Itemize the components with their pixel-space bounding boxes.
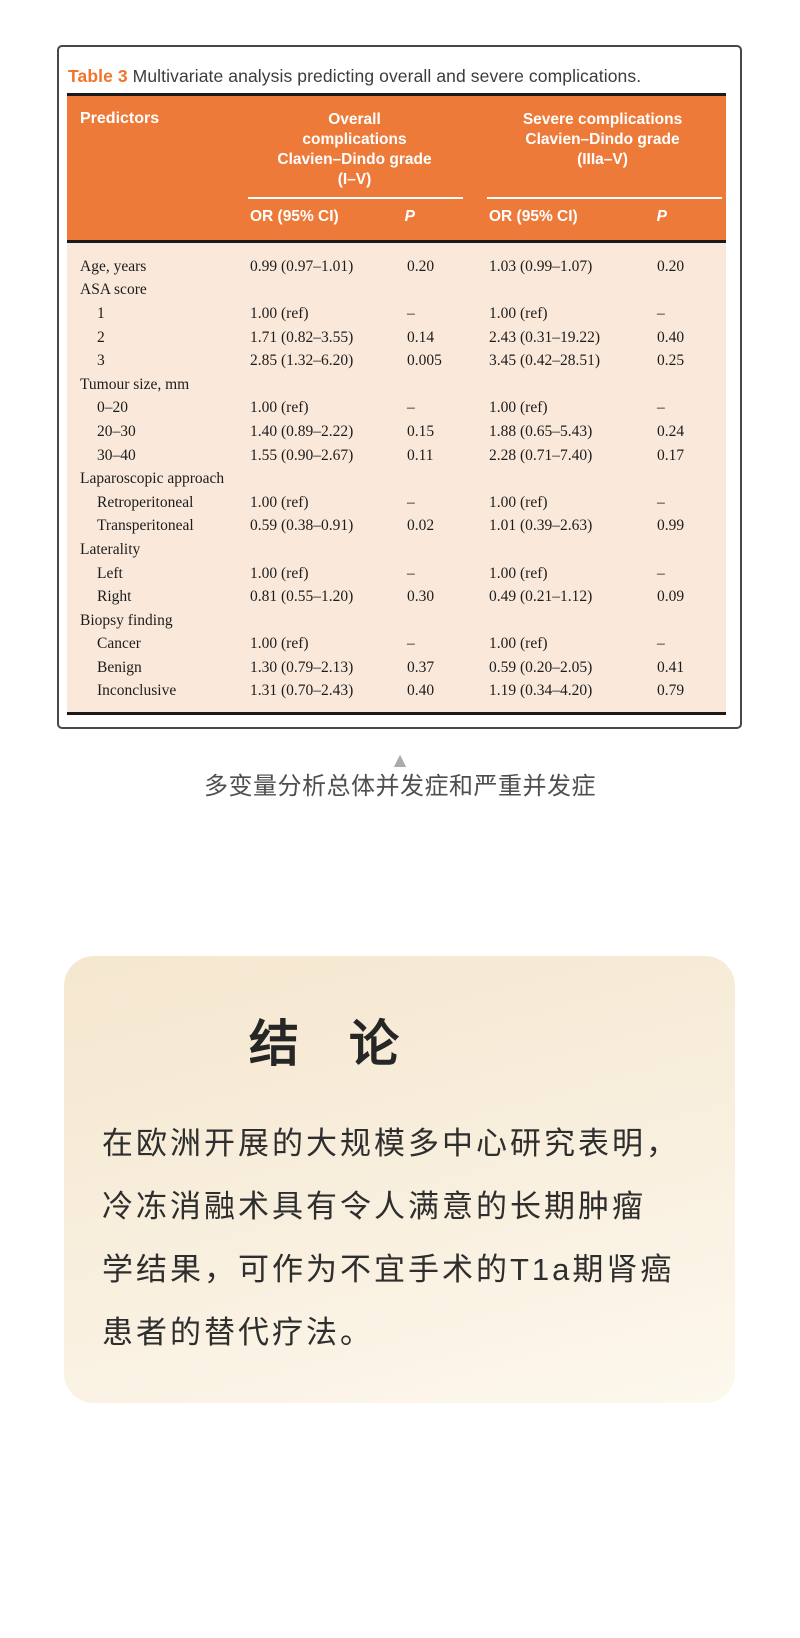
table-row: Transperitoneal 0.59 (0.38–0.91) 0.02 1.… xyxy=(97,517,685,535)
table-row: Age, years 0.99 (0.97–1.01) 0.20 1.03 (0… xyxy=(80,257,685,275)
table-row: Tumour size, mm xyxy=(80,375,190,393)
group-title-line: (I–V) xyxy=(337,171,372,188)
table-row: Biopsy finding xyxy=(80,611,173,629)
table-body: Age, years 0.99 (0.97–1.01) 0.20 1.03 (0… xyxy=(67,243,726,713)
group-title-line: Clavien–Dindo grade xyxy=(525,131,680,148)
table-caption: Table 3 Multivariate analysis predicting… xyxy=(68,66,726,87)
table-row: Inconclusive 1.31 (0.70–2.43) 0.40 1.19 … xyxy=(97,682,685,700)
group-title-overall: Overall complications Clavien–Dindo grad… xyxy=(242,110,467,197)
group-title-line: Overall xyxy=(328,111,381,128)
table-row: 3 2.85 (1.32–6.20) 0.005 3.45 (0.42–28.5… xyxy=(97,352,685,370)
table-row: Retroperitoneal 1.00 (ref) – 1.00 (ref) … xyxy=(97,493,665,511)
table-top-rule xyxy=(67,93,726,96)
table-row: 2 1.71 (0.82–3.55) 0.14 2.43 (0.31–19.22… xyxy=(97,328,685,346)
subheader-or-severe: OR (95% CI) xyxy=(489,208,578,225)
table-row: Cancer 1.00 (ref) – 1.00 (ref) – xyxy=(97,635,665,653)
group-title-severe: Severe complications Clavien–Dindo grade… xyxy=(480,110,725,197)
subheader-p-severe: P xyxy=(656,208,667,225)
column-group-severe-complications: Severe complications Clavien–Dindo grade… xyxy=(480,110,725,240)
column-group-overall-complications: Overall complications Clavien–Dindo grad… xyxy=(242,110,467,240)
table-header: Predictors Overall complications Clavien… xyxy=(67,96,726,240)
group-underline xyxy=(487,197,722,199)
subheader-p-overall: P xyxy=(404,208,415,225)
table-caption-text: Multivariate analysis predicting overall… xyxy=(127,66,642,86)
table-row: ASA score xyxy=(80,281,147,299)
group-title-line: Clavien–Dindo grade xyxy=(277,151,432,168)
table-row: 20–30 1.40 (0.89–2.22) 0.15 1.88 (0.65–5… xyxy=(97,422,685,440)
group-underline xyxy=(248,197,463,199)
table-bottom-rule xyxy=(67,712,726,716)
group-title-line: complications xyxy=(302,131,407,148)
table-row: Laterality xyxy=(80,540,141,558)
conclusion-body: 在欧洲开展的大规模多中心研究表明， 冷冻消融术具有令人满意的长期肿瘤 学结果，可… xyxy=(64,1112,735,1364)
data-table: Predictors Overall complications Clavien… xyxy=(67,93,726,716)
table-row: 30–40 1.55 (0.90–2.67) 0.11 2.28 (0.71–7… xyxy=(97,446,685,464)
subheader-overall: OR (95% CI) P xyxy=(242,199,467,227)
column-header-predictors: Predictors xyxy=(80,110,160,127)
conclusion-line: 冷冻消融术具有令人满意的长期肿瘤 xyxy=(102,1189,646,1224)
conclusion-card: 结 论 在欧洲开展的大规模多中心研究表明， 冷冻消融术具有令人满意的长期肿瘤 学… xyxy=(64,956,735,1403)
table-caption-label: Table 3 xyxy=(68,66,128,86)
conclusion-line: 在欧洲开展的大规模多中心研究表明， xyxy=(102,1126,680,1161)
table-row: Laparoscopic approach xyxy=(80,470,225,488)
conclusion-title: 结 论 xyxy=(249,1016,399,1072)
figure-caption-chinese: 多变量分析总体并发症和严重并发症 xyxy=(204,773,596,800)
conclusion-line: 学结果，可作为不宜手术的T1a期肾癌 xyxy=(102,1252,675,1287)
table-row: Right 0.81 (0.55–1.20) 0.30 0.49 (0.21–1… xyxy=(97,588,685,606)
conclusion-line: 患者的替代疗法。 xyxy=(102,1315,374,1350)
table-row: Benign 1.30 (0.79–2.13) 0.37 0.59 (0.20–… xyxy=(97,658,685,676)
table-header-bottom-rule xyxy=(67,240,726,243)
group-title-line: (IIIa–V) xyxy=(577,151,628,168)
subheader-severe: OR (95% CI) P xyxy=(480,199,725,227)
table-row: 1 1.00 (ref) – 1.00 (ref) – xyxy=(97,304,665,322)
group-title-line: Severe complications xyxy=(522,111,683,128)
table-figure: Table 3 Multivariate analysis predicting… xyxy=(57,45,742,729)
collapse-triangle-icon: ▲ xyxy=(389,749,411,772)
table-row: 0–20 1.00 (ref) – 1.00 (ref) – xyxy=(97,399,665,417)
subheader-or-overall: OR (95% CI) xyxy=(250,208,339,225)
table-row: Left 1.00 (ref) – 1.00 (ref) – xyxy=(97,564,665,582)
